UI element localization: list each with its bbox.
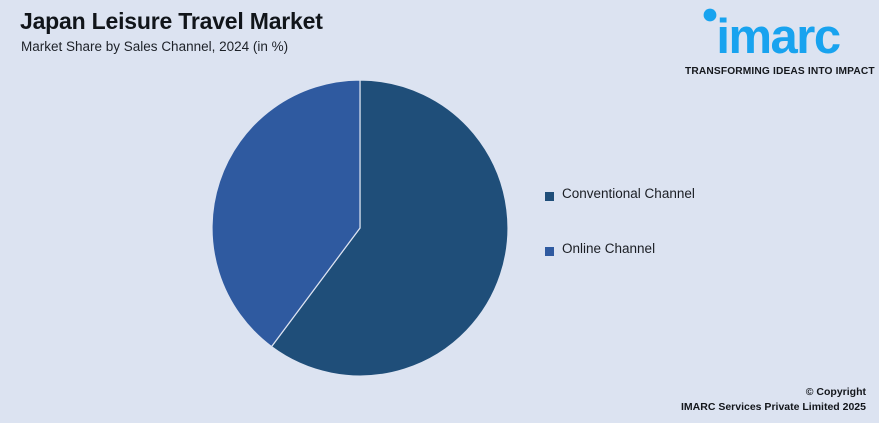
copyright-footer: © Copyright IMARC Services Private Limit… — [681, 385, 866, 415]
legend-item-conventional-channel[interactable]: Conventional Channel — [545, 186, 845, 241]
legend-swatch-icon — [545, 192, 554, 201]
copyright-line: © Copyright — [805, 386, 866, 398]
legend-item-online-channel[interactable]: Online Channel — [545, 241, 845, 296]
logo-dot-icon — [703, 8, 717, 22]
legend-label: Conventional Channel — [562, 186, 695, 201]
chart-legend: Conventional Channel Online Channel — [545, 186, 845, 296]
company-line: IMARC Services Private Limited 2025 — [680, 401, 866, 413]
imarc-logo: imarc TRANSFORMING IDEAS INTO IMPACT — [685, 6, 875, 78]
page-title: Japan Leisure Travel Market — [20, 8, 323, 34]
pie-slice-conventional-channel[interactable] — [270, 79, 509, 377]
pie-slice-online-channel[interactable] — [211, 79, 361, 348]
imarc-wordmark-icon: imarc — [703, 8, 841, 60]
logo-tagline: TRANSFORMING IDEAS INTO IMPACT — [685, 66, 875, 77]
svg-text:imarc: imarc — [716, 10, 840, 60]
legend-swatch-icon — [545, 247, 554, 256]
legend-label: Online Channel — [562, 241, 656, 256]
page-subtitle: Market Share by Sales Channel, 2024 (in … — [21, 39, 289, 54]
